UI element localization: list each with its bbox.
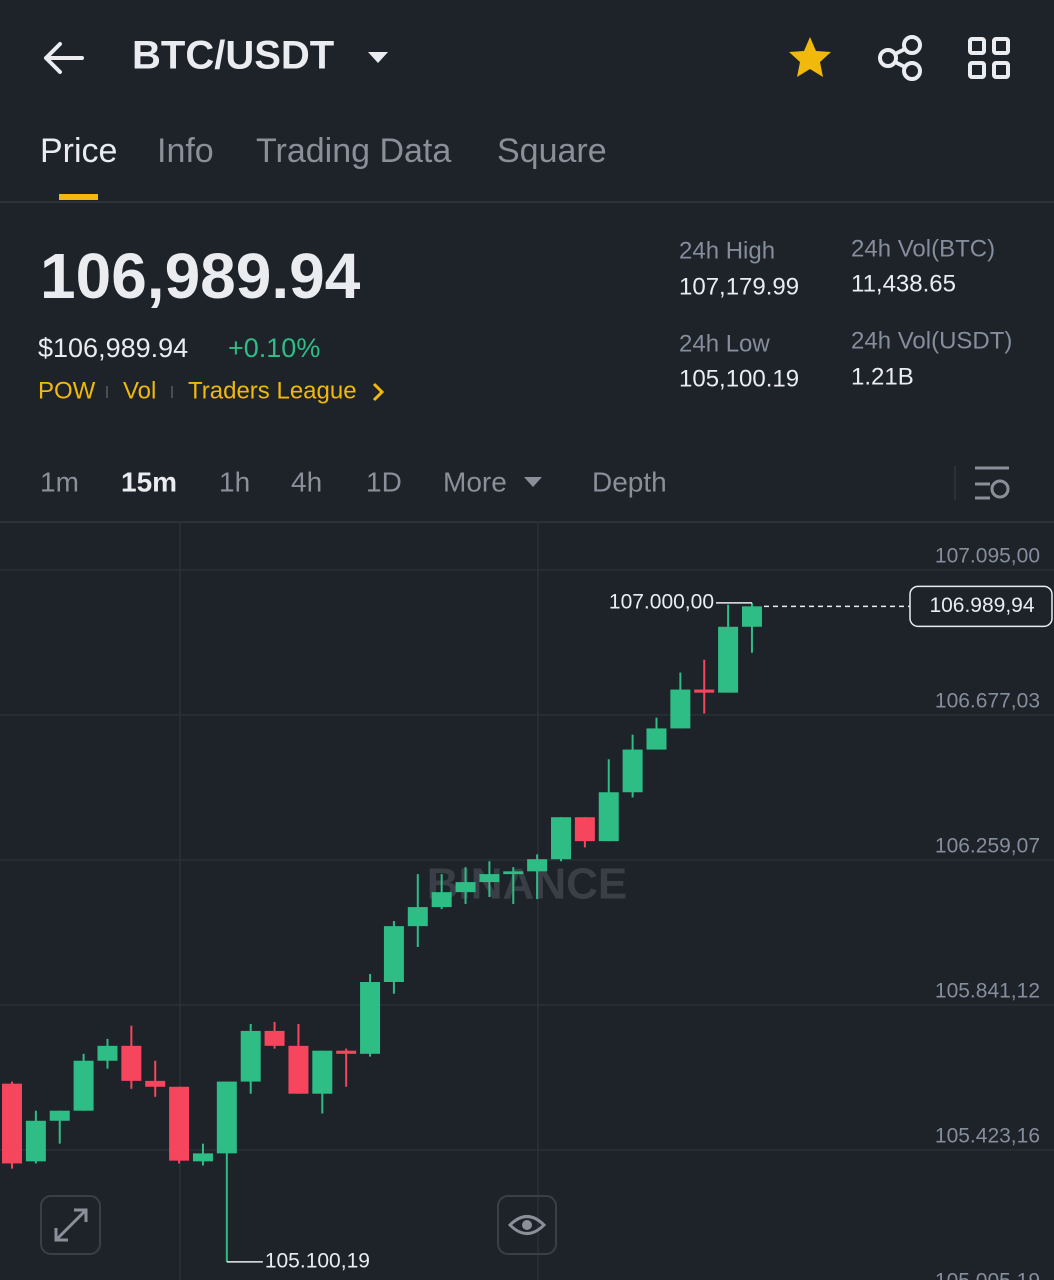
y-tick-label: 106.677,03 (935, 689, 1040, 712)
last-price: 106,989.94 (40, 240, 361, 312)
tag[interactable]: Vol (123, 377, 156, 404)
usd-price: $106,989.94 (38, 333, 188, 363)
candle-body (192, 1153, 213, 1162)
tag[interactable]: POW (38, 377, 96, 404)
candle-body (718, 626, 739, 693)
candle-body (455, 882, 476, 893)
stat-label: 24h Vol(USDT) (851, 327, 1012, 354)
separator (171, 386, 173, 398)
candle-body (598, 792, 619, 842)
pair-caret[interactable] (368, 52, 388, 63)
candle-body (25, 1120, 46, 1162)
interval[interactable]: 15m (121, 466, 177, 497)
candle-body (264, 1030, 285, 1046)
high-label: 107.000,00 (609, 590, 714, 613)
interval[interactable]: 1D (366, 466, 402, 497)
tag[interactable]: Traders League (188, 377, 357, 404)
chevron (372, 382, 385, 402)
candle-body (73, 1060, 94, 1111)
chart-settings[interactable] (975, 466, 1010, 500)
share-button[interactable] (878, 35, 922, 81)
interval[interactable]: Depth (592, 466, 667, 497)
candle-body (503, 871, 524, 875)
price-change: +0.10% (228, 333, 320, 363)
y-tick-label: 105.423,16 (935, 1124, 1040, 1147)
candle-body (574, 817, 595, 842)
candle-body (145, 1080, 166, 1087)
y-tick-label: 105.005,19 (935, 1269, 1040, 1280)
y-tick-label: 107.095,00 (935, 544, 1040, 567)
candle-body (479, 874, 500, 883)
tab-indicator (59, 194, 98, 200)
candle-body (169, 1086, 190, 1161)
candle-body (97, 1045, 118, 1061)
visibility-button[interactable] (497, 1195, 557, 1255)
candle-body (240, 1030, 261, 1082)
stat-value: 105,100.19 (679, 365, 799, 392)
candle-body (360, 982, 381, 1054)
tab[interactable]: Price (40, 132, 117, 170)
candle-body (2, 1083, 22, 1164)
more-caret[interactable] (524, 477, 542, 487)
candle-body (216, 1081, 237, 1154)
low-label: 105.100,19 (265, 1249, 370, 1272)
tab[interactable]: Square (497, 132, 607, 170)
candle-body (646, 728, 667, 750)
candle-body (527, 859, 548, 872)
candle-body (670, 689, 691, 729)
favorite-star[interactable] (789, 37, 831, 77)
candle-body (312, 1050, 333, 1094)
candle-body (121, 1045, 142, 1081)
interval[interactable]: 4h (291, 466, 322, 497)
candle-body (431, 892, 452, 908)
chart: 107.095,00 106.677,03 106.259,07 105.841,12… (0, 544, 1054, 1280)
stat-value: 11,438.65 (851, 270, 956, 297)
candle-body (336, 1050, 357, 1054)
menu-button[interactable] (968, 37, 1010, 79)
candle-body (551, 817, 572, 860)
stat-label: 24h High (679, 237, 775, 264)
last-price-label: 106.989,94 (929, 594, 1034, 617)
stat-value: 1.21B (851, 363, 914, 390)
interval[interactable]: 1h (219, 466, 250, 497)
candle-body (407, 907, 428, 927)
back-button[interactable] (44, 42, 84, 74)
stat-value: 107,179.99 (679, 273, 799, 300)
stat-label: 24h Vol(BTC) (851, 235, 995, 262)
candle-body (694, 689, 715, 693)
stat-label: 24h Low (679, 330, 770, 357)
candle-body (49, 1110, 70, 1121)
y-tick-label: 106.259,07 (935, 834, 1040, 857)
candle-body (288, 1045, 309, 1094)
candle-body (622, 749, 643, 793)
fullscreen-button[interactable] (40, 1195, 101, 1255)
candle-body (741, 606, 762, 627)
tab[interactable]: Info (157, 132, 214, 170)
separator (106, 386, 108, 398)
last-price-box (909, 585, 1053, 628)
interval[interactable]: More (443, 466, 507, 497)
pair-title[interactable]: BTC/USDT (132, 34, 334, 78)
y-tick-label: 105.841,12 (935, 979, 1040, 1002)
candle-body (383, 926, 404, 983)
tab[interactable]: Trading Data (256, 132, 451, 170)
interval[interactable]: 1m (40, 466, 79, 497)
